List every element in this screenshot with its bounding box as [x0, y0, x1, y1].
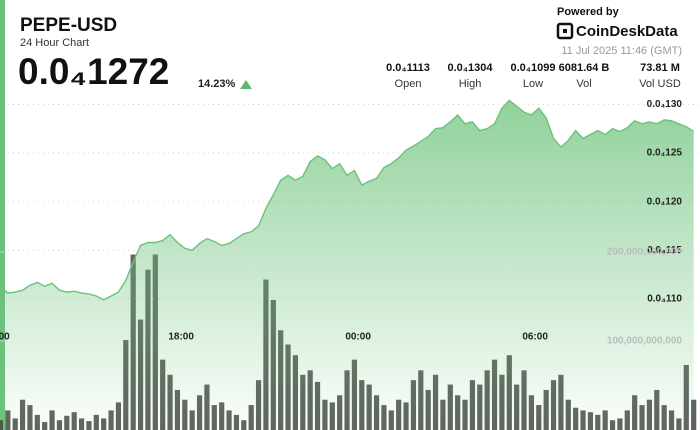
stat-label: Low [523, 78, 543, 90]
x-tick-label: 06:00 [522, 332, 548, 343]
y2-tick-label: 100,000,000,000 [607, 336, 683, 347]
y-tick-label: 0.0₄130 [647, 99, 683, 110]
price: 0.0₄1272 [18, 51, 169, 92]
stats: 0.0₄1113 Open 0.0₄1304 High 0.0₄1099 Low 6081.… [386, 62, 681, 90]
y-tick-label: 0.0₄110 [647, 294, 682, 305]
subtitle: 24 Hour Chart [20, 37, 89, 49]
stat-value: 0.0₄1113 [386, 62, 430, 74]
plot: 0.0₄110 0.0₄115 0.0₄120 0.0₄125 0.0₄130 100,0… [0, 99, 700, 430]
stat-label: Open [395, 78, 422, 90]
price-area [0, 100, 694, 430]
change: 14.23% [198, 78, 236, 90]
accent-bar [0, 0, 5, 430]
stat-label: Vol [576, 78, 591, 90]
stat-value: 0.0₄1304 [447, 62, 493, 74]
brand-logo: CoinDeskData [556, 22, 678, 40]
y-tick-label: 0.0₄120 [647, 196, 683, 207]
title: PEPE-USD [20, 15, 117, 36]
stat-value: 6081.64 B [559, 62, 610, 74]
x-tick-label: 00 [0, 332, 10, 343]
price-line [0, 99, 695, 301]
y-tick-label: 0.0₄115 [647, 245, 682, 256]
brand: CoinDeskData [576, 23, 678, 40]
header: PEPE-USD 24 Hour Chart 0.0₄1272 14.23% P… [18, 6, 682, 92]
powered-by: Powered by [557, 6, 620, 18]
stat-label: Vol USD [639, 78, 681, 90]
x-tick-label: 00:00 [345, 332, 371, 343]
y-tick-label: 0.0₄125 [647, 148, 683, 159]
x-tick-label: 18:00 [168, 332, 194, 343]
y2-tick-label: 200,000,000,000 [607, 247, 683, 258]
stat-value: 73.81 M [640, 62, 680, 74]
price-layer [0, 99, 695, 430]
timestamp: 11 Jul 2025 11:46 (GMT) [561, 45, 682, 57]
up-arrow [240, 80, 252, 89]
stat-value: 0.0₄1099 [510, 62, 555, 74]
axes: 0.0₄110 0.0₄115 0.0₄120 0.0₄125 0.0₄130 100,0… [0, 99, 700, 347]
stat-label: High [459, 78, 482, 90]
